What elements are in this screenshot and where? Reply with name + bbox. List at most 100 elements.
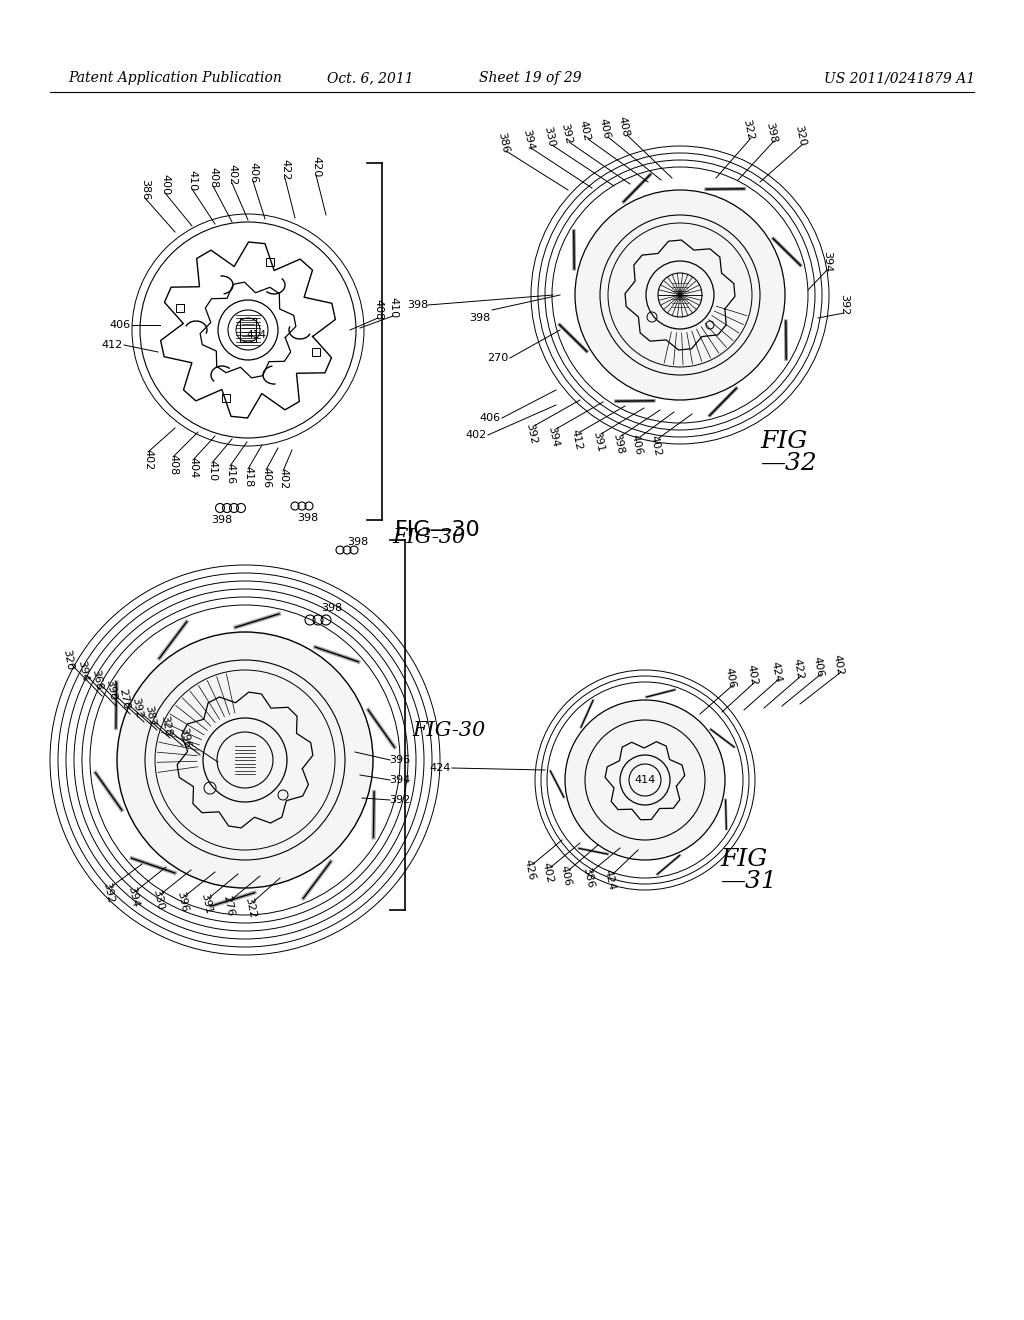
FancyBboxPatch shape (588, 268, 598, 277)
Text: 406: 406 (811, 656, 824, 678)
Text: 422: 422 (792, 657, 805, 680)
Text: 392: 392 (559, 123, 573, 145)
Text: 424: 424 (603, 869, 617, 891)
FancyBboxPatch shape (175, 304, 183, 312)
FancyBboxPatch shape (762, 313, 772, 322)
Text: 276: 276 (221, 895, 236, 917)
Text: 424: 424 (429, 763, 451, 774)
Text: 386: 386 (496, 132, 510, 154)
Text: 398: 398 (211, 515, 232, 525)
Text: 424: 424 (769, 660, 782, 684)
Text: 394: 394 (389, 775, 411, 785)
Text: 386: 386 (140, 180, 150, 201)
Text: 402: 402 (831, 653, 845, 676)
Text: 398: 398 (764, 121, 778, 144)
Text: 410: 410 (207, 461, 217, 482)
FancyBboxPatch shape (240, 318, 256, 342)
Text: 398: 398 (408, 300, 429, 310)
FancyBboxPatch shape (257, 643, 268, 655)
Text: 390: 390 (104, 678, 118, 701)
Text: 398: 398 (322, 603, 343, 612)
FancyBboxPatch shape (697, 203, 708, 213)
Text: 398: 398 (347, 537, 369, 546)
Text: 270: 270 (487, 352, 509, 363)
Text: 391: 391 (199, 892, 213, 915)
Text: 408: 408 (208, 168, 218, 189)
Text: 402: 402 (578, 120, 592, 143)
FancyBboxPatch shape (312, 348, 321, 356)
Text: 406: 406 (598, 117, 612, 140)
Text: US 2011/0241879 A1: US 2011/0241879 A1 (824, 71, 976, 84)
Text: 402: 402 (541, 862, 555, 884)
Circle shape (575, 190, 785, 400)
Text: 396: 396 (178, 727, 191, 750)
Text: 406: 406 (261, 467, 271, 488)
Text: 406: 406 (630, 434, 644, 457)
Text: 406: 406 (479, 413, 501, 422)
Text: FIG-30: FIG-30 (412, 721, 485, 739)
Text: 414: 414 (635, 775, 655, 785)
Text: 402: 402 (649, 434, 664, 458)
Text: 396: 396 (175, 891, 189, 913)
Text: 408: 408 (616, 116, 631, 139)
Circle shape (117, 632, 373, 888)
FancyBboxPatch shape (349, 771, 361, 784)
Text: FIG: FIG (395, 520, 431, 540)
FancyBboxPatch shape (221, 865, 233, 876)
Text: 398: 398 (611, 433, 625, 455)
FancyBboxPatch shape (222, 395, 229, 403)
Text: Patent Application Publication: Patent Application Publication (68, 71, 282, 84)
Text: —32: —32 (760, 451, 817, 475)
Text: 398: 398 (297, 513, 318, 523)
Text: 328: 328 (159, 714, 173, 738)
Text: 387: 387 (143, 705, 157, 727)
Text: 386: 386 (581, 867, 595, 890)
Text: 414: 414 (246, 330, 266, 341)
Text: 322: 322 (741, 119, 755, 141)
Text: 406: 406 (110, 319, 131, 330)
Text: 392: 392 (101, 882, 115, 904)
FancyBboxPatch shape (652, 378, 663, 387)
Text: 330: 330 (151, 888, 165, 911)
Text: 420: 420 (311, 156, 321, 178)
Text: 406: 406 (559, 865, 573, 887)
Text: 394: 394 (546, 425, 560, 449)
Text: 422: 422 (280, 160, 290, 181)
Text: 398: 398 (469, 313, 490, 323)
Text: 418: 418 (243, 466, 253, 487)
Text: 396: 396 (389, 755, 411, 766)
FancyBboxPatch shape (670, 281, 690, 309)
Text: 412: 412 (570, 429, 584, 451)
Text: 406: 406 (723, 667, 736, 689)
Text: —30: —30 (430, 520, 480, 540)
Text: 391: 391 (591, 430, 605, 453)
Text: 410: 410 (388, 297, 398, 318)
Text: 394: 394 (521, 128, 536, 152)
Text: 402: 402 (143, 449, 153, 471)
Text: FIG: FIG (760, 430, 807, 453)
Text: 392: 392 (524, 422, 538, 445)
Text: 394: 394 (822, 251, 831, 273)
Text: 320: 320 (793, 124, 807, 148)
FancyBboxPatch shape (266, 257, 274, 265)
FancyBboxPatch shape (233, 744, 257, 776)
Text: 392: 392 (389, 795, 411, 805)
Text: 392: 392 (839, 294, 849, 315)
Text: 406: 406 (248, 162, 258, 183)
Text: 394: 394 (76, 660, 90, 682)
Text: 400: 400 (160, 174, 170, 195)
Text: 402: 402 (227, 165, 237, 186)
Text: 368: 368 (90, 669, 103, 692)
Text: 320: 320 (61, 648, 75, 672)
Text: 322: 322 (243, 896, 257, 920)
Circle shape (565, 700, 725, 861)
FancyBboxPatch shape (128, 737, 140, 748)
Text: 270: 270 (117, 688, 131, 710)
Text: 408: 408 (373, 300, 383, 321)
Text: 402: 402 (278, 469, 288, 490)
Text: 426: 426 (523, 858, 538, 882)
Text: 412: 412 (101, 341, 123, 350)
Text: 408: 408 (168, 454, 178, 475)
Text: —31: —31 (720, 870, 777, 894)
Text: 416: 416 (225, 463, 234, 484)
